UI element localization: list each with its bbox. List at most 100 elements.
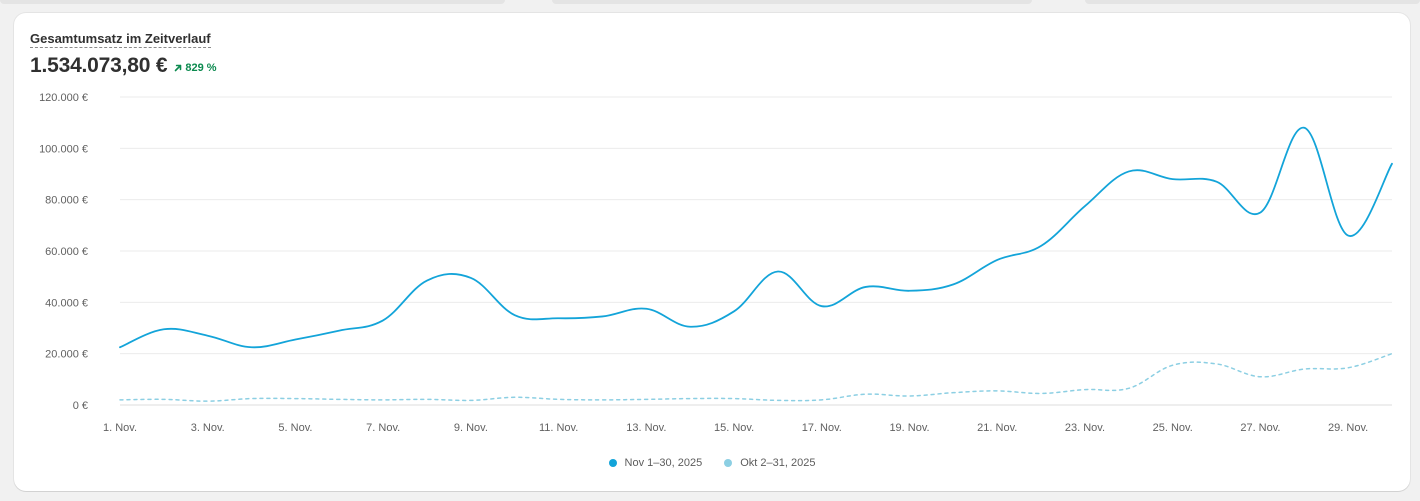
y-tick-label: 60.000 € xyxy=(45,246,88,258)
card-title[interactable]: Gesamtumsatz im Zeitverlauf xyxy=(30,31,211,48)
series-line-current xyxy=(119,126,1393,349)
data-point-previous[interactable] xyxy=(599,397,605,403)
data-point-current[interactable] xyxy=(599,313,605,319)
legend-dot-previous xyxy=(724,459,733,467)
x-tick-label: 7. Nov. xyxy=(366,422,400,434)
data-point-previous[interactable] xyxy=(1214,361,1220,367)
x-tick-label: 11. Nov. xyxy=(539,422,578,434)
data-point-previous[interactable] xyxy=(1301,366,1307,372)
data-point-current[interactable] xyxy=(687,324,693,330)
sales-over-time-card: Gesamtumsatz im Zeitverlauf 1.534.073,80… xyxy=(14,13,1410,491)
data-point-previous[interactable] xyxy=(775,397,781,403)
data-point-previous[interactable] xyxy=(468,397,474,403)
data-point-current[interactable] xyxy=(1389,161,1395,167)
data-point-previous[interactable] xyxy=(380,397,386,403)
data-point-current[interactable] xyxy=(161,326,167,332)
data-point-current[interactable] xyxy=(950,281,956,287)
data-point-current[interactable] xyxy=(1170,176,1176,182)
x-tick-label: 29. Nov. xyxy=(1328,422,1368,434)
series-line-previous xyxy=(119,352,1393,402)
data-point-current[interactable] xyxy=(380,317,386,323)
data-point-previous[interactable] xyxy=(950,390,956,396)
data-point-current[interactable] xyxy=(424,278,430,284)
x-tick-label: 9. Nov. xyxy=(454,422,488,434)
x-tick-label: 15. Nov. xyxy=(714,422,754,434)
data-point-current[interactable] xyxy=(863,284,869,290)
y-tick-label: 20.000 € xyxy=(45,349,88,361)
data-point-current[interactable] xyxy=(819,303,825,309)
y-tick-label: 120.000 € xyxy=(39,92,88,104)
top-edge-decoration xyxy=(0,0,1420,6)
data-point-previous[interactable] xyxy=(1170,362,1176,368)
x-tick-label: 21. Nov. xyxy=(977,422,1017,434)
data-point-previous[interactable] xyxy=(819,397,825,403)
y-tick-label: 0 € xyxy=(73,400,88,412)
data-point-previous[interactable] xyxy=(117,397,123,403)
data-point-current[interactable] xyxy=(117,344,123,350)
x-tick-label: 19. Nov. xyxy=(889,422,929,434)
data-point-current[interactable] xyxy=(1257,210,1263,216)
delta-value: 829 % xyxy=(185,61,217,74)
data-point-previous[interactable] xyxy=(643,396,649,402)
data-point-previous[interactable] xyxy=(249,396,255,402)
data-point-current[interactable] xyxy=(907,288,913,294)
chart-legend: Nov 1–30, 2025 Okt 2–31, 2025 xyxy=(14,457,1410,469)
data-point-previous[interactable] xyxy=(205,398,211,404)
legend-label-previous: Okt 2–31, 2025 xyxy=(740,457,816,469)
data-point-previous[interactable] xyxy=(1038,390,1044,396)
data-point-previous[interactable] xyxy=(1345,365,1351,371)
data-point-previous[interactable] xyxy=(687,396,693,402)
data-point-previous[interactable] xyxy=(556,396,562,402)
data-point-current[interactable] xyxy=(994,257,1000,263)
data-point-previous[interactable] xyxy=(512,394,518,400)
legend-item-previous[interactable]: Okt 2–31, 2025 xyxy=(724,457,815,469)
data-point-previous[interactable] xyxy=(907,393,913,399)
data-point-current[interactable] xyxy=(1082,203,1088,209)
x-tick-label: 25. Nov. xyxy=(1153,422,1193,434)
data-point-current[interactable] xyxy=(1214,179,1220,185)
data-point-current[interactable] xyxy=(205,333,211,339)
x-tick-label: 23. Nov. xyxy=(1065,422,1105,434)
data-point-previous[interactable] xyxy=(292,396,298,402)
delta-badge: 829 % xyxy=(174,61,217,74)
data-point-current[interactable] xyxy=(512,312,518,318)
data-point-current[interactable] xyxy=(249,344,255,350)
data-point-current[interactable] xyxy=(1345,233,1351,239)
data-point-current[interactable] xyxy=(1038,243,1044,249)
x-tick-label: 1. Nov. xyxy=(103,422,137,434)
sales-line-chart[interactable]: 0 € 20.000 € 40.000 € 60.000 € 80.000 € 100.0… xyxy=(14,13,1410,453)
data-point-previous[interactable] xyxy=(424,396,430,402)
data-point-previous[interactable] xyxy=(994,388,1000,394)
y-tick-label: 80.000 € xyxy=(45,195,88,207)
data-point-previous[interactable] xyxy=(1126,385,1132,391)
x-tick-label: 27. Nov. xyxy=(1240,422,1280,434)
x-tick-label: 3. Nov. xyxy=(191,422,225,434)
data-point-current[interactable] xyxy=(1301,125,1307,131)
data-point-previous[interactable] xyxy=(161,396,167,402)
total-sales-value: 1.534.073,80 € xyxy=(30,54,168,77)
data-point-current[interactable] xyxy=(556,315,562,321)
x-tick-label: 17. Nov. xyxy=(802,422,842,434)
legend-item-current[interactable]: Nov 1–30, 2025 xyxy=(608,457,703,469)
legend-dot-current xyxy=(608,459,617,467)
data-point-previous[interactable] xyxy=(1389,351,1395,357)
data-point-current[interactable] xyxy=(336,328,342,334)
data-point-previous[interactable] xyxy=(1257,374,1263,380)
data-point-previous[interactable] xyxy=(731,396,737,402)
data-point-current[interactable] xyxy=(292,337,298,343)
data-point-current[interactable] xyxy=(468,275,474,281)
data-point-previous[interactable] xyxy=(1082,387,1088,393)
x-tick-label: 5. Nov. xyxy=(278,422,312,434)
legend-label-current: Nov 1–30, 2025 xyxy=(624,457,703,469)
data-point-current[interactable] xyxy=(775,269,781,275)
metric-row: 1.534.073,80 € 829 % xyxy=(30,54,217,78)
y-tick-label: 40.000 € xyxy=(45,297,88,309)
data-point-current[interactable] xyxy=(643,306,649,312)
y-tick-label: 100.000 € xyxy=(39,143,88,155)
data-point-previous[interactable] xyxy=(336,396,342,402)
x-tick-label: 13. Nov. xyxy=(626,422,666,434)
arrow-up-right-icon xyxy=(175,64,182,71)
data-point-previous[interactable] xyxy=(863,391,869,397)
data-point-current[interactable] xyxy=(1126,168,1132,174)
data-point-current[interactable] xyxy=(731,308,737,314)
